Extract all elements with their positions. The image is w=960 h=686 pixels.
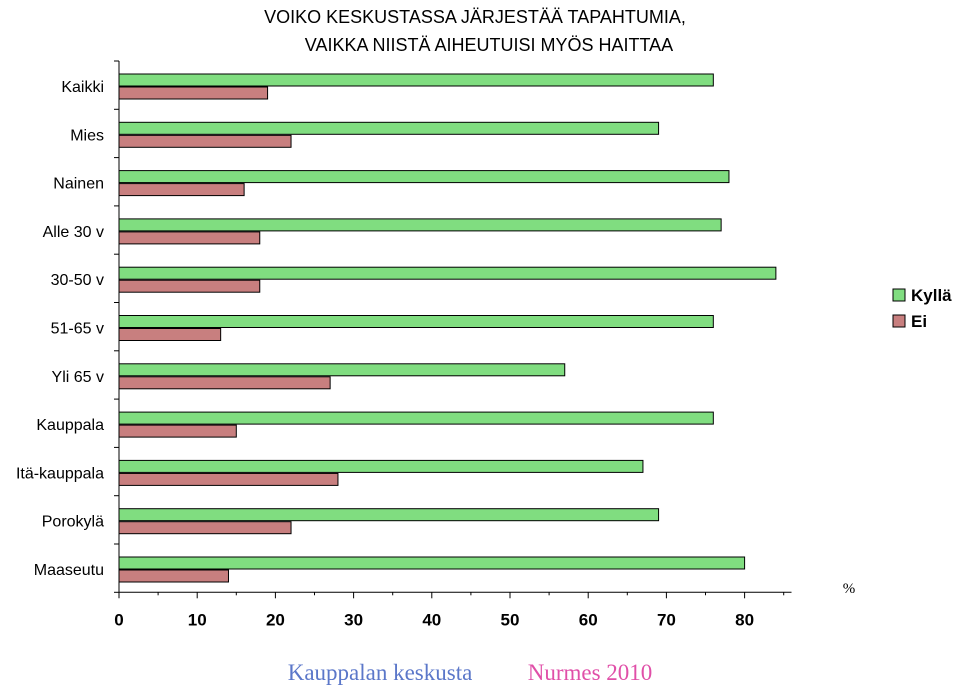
- bar-ei: [118, 279, 261, 293]
- chart-title: VOIKO KESKUSTASSA JÄRJESTÄÄ TAPAHTUMIA, …: [264, 7, 686, 55]
- legend-label: Ei: [911, 312, 927, 331]
- category-label: 51-65 v: [51, 321, 104, 338]
- bar-kylla: [118, 411, 714, 425]
- bar-kylla: [118, 556, 746, 570]
- x-tick-label: 0: [114, 610, 123, 629]
- x-tick-label: 50: [501, 610, 520, 629]
- bar-kylla: [118, 459, 644, 473]
- footer-right-label: Nurmes 2010: [528, 660, 653, 685]
- chart-title-line-2: VAIKKA NIISTÄ AIHEUTUISI MYÖS HAITTAA: [305, 35, 673, 55]
- x-tick-label: 30: [344, 610, 363, 629]
- x-tick-label: 70: [657, 610, 676, 629]
- legend-swatch: [892, 288, 906, 302]
- category-label: 30-50 v: [51, 272, 104, 289]
- category-label: Alle 30 v: [43, 224, 104, 241]
- bar-kylla: [118, 508, 660, 522]
- legend: Kyllä Ei: [892, 286, 952, 331]
- legend-swatch: [892, 314, 906, 328]
- bar-kylla: [118, 121, 660, 135]
- bar-ei: [118, 231, 261, 245]
- category-label: Porokylä: [42, 514, 104, 531]
- x-tick-label: 60: [579, 610, 598, 629]
- plot-area: 0 10 20 30 40 50 60 70 80 Kaikki Mies Nainen Alle 30…: [16, 60, 792, 629]
- footer-left-label: Kauppalan keskusta: [288, 660, 473, 685]
- category-label: Kauppala: [36, 417, 104, 434]
- category-label: Maaseutu: [34, 562, 104, 579]
- bar-kylla: [118, 170, 730, 184]
- x-tick-label: 20: [266, 610, 285, 629]
- bar-ei: [118, 328, 222, 341]
- bar-kylla: [118, 363, 566, 377]
- x-tick-label: 40: [422, 610, 441, 629]
- bar-ei: [118, 86, 269, 100]
- bar-kylla: [118, 218, 722, 232]
- bar-kylla: [118, 73, 714, 87]
- x-tick-label: 10: [188, 610, 207, 629]
- x-tick-label: 80: [735, 610, 754, 629]
- bar-ei: [118, 183, 245, 197]
- bar-ei: [118, 376, 331, 390]
- category-label: Kaikki: [61, 79, 104, 96]
- chart-title-line-1: VOIKO KESKUSTASSA JÄRJESTÄÄ TAPAHTUMIA,: [264, 7, 686, 27]
- category-label: Nainen: [53, 176, 104, 193]
- category-label: Yli 65 v: [52, 369, 104, 386]
- bar-ei: [118, 521, 292, 535]
- category-label: Mies: [70, 127, 104, 144]
- unit-label: %: [843, 581, 856, 597]
- bar-ei: [118, 424, 237, 438]
- bar-ei: [118, 472, 339, 486]
- bar-ei: [118, 134, 292, 148]
- bar-kylla: [118, 315, 714, 328]
- legend-label: Kyllä: [911, 286, 952, 305]
- bar-kylla: [118, 266, 777, 280]
- bar-ei: [118, 569, 229, 583]
- category-label: Itä-kauppala: [16, 465, 104, 482]
